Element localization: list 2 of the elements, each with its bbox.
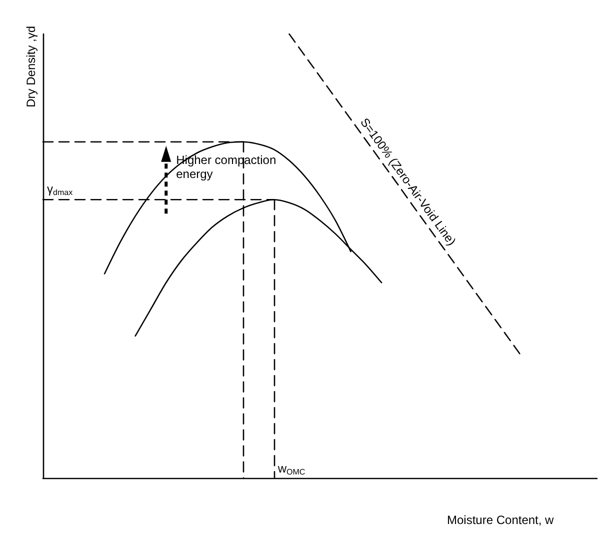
y-axis-title: Dry Density ,γd xyxy=(24,26,38,108)
x-axis-title: Moisture Content, w xyxy=(447,513,554,527)
